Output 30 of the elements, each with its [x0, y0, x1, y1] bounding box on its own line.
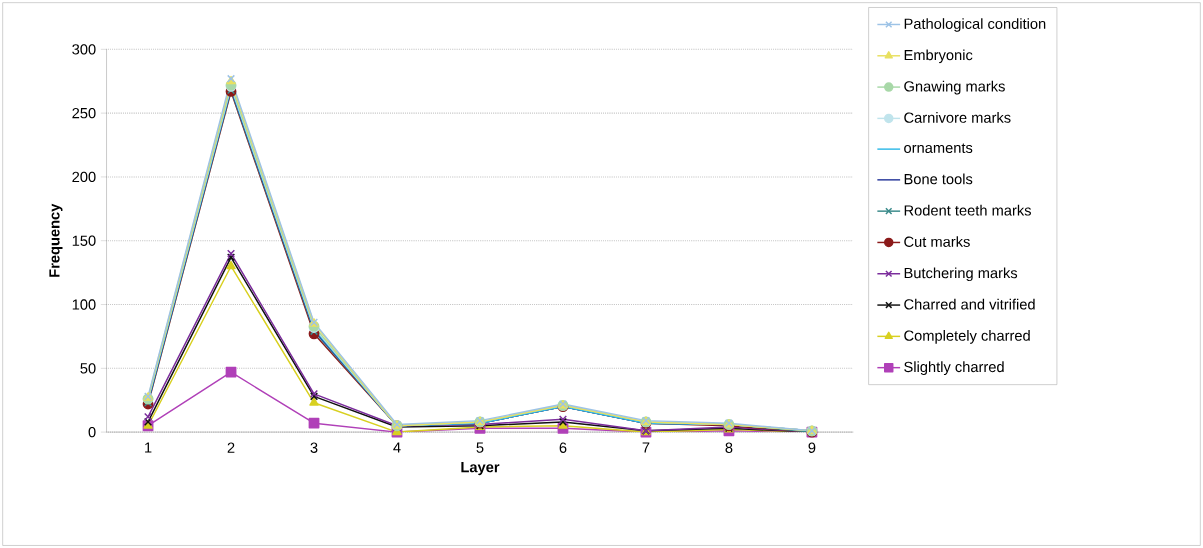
y-axis-title: Frequency: [49, 203, 63, 277]
legend-label: Bone tools: [904, 173, 973, 185]
legend-label: Gnawing marks: [904, 80, 1005, 95]
x-tick-label: 3: [310, 442, 318, 453]
x-tick-label: 7: [642, 442, 650, 453]
legend-label: Rodent teeth marks: [904, 204, 1031, 216]
legend-label: Charred and vitrified: [904, 298, 1035, 310]
y-tick-label: 250: [72, 107, 96, 119]
legend-label: ornaments: [904, 143, 973, 153]
legend-label: Completely charred: [904, 329, 1030, 344]
legend-label: Carnivore marks: [904, 112, 1011, 123]
x-axis-title: Layer: [461, 462, 500, 476]
x-tick-label: 6: [559, 442, 567, 453]
x-tick-label: 1: [145, 442, 152, 453]
legend-label: Embryonic: [904, 49, 973, 64]
x-tick-label: 8: [725, 442, 733, 453]
legend-label: Cut marks: [904, 236, 970, 247]
x-tick-label: 9: [808, 442, 816, 453]
x-tick-label: 2: [227, 442, 235, 453]
y-tick-label: 200: [72, 171, 96, 183]
legend-label: Slightly charred: [904, 361, 1004, 375]
legend-label: Butchering marks: [904, 267, 1018, 282]
x-tick-label: 4: [393, 442, 401, 453]
y-tick-label: 150: [72, 235, 96, 246]
legend-label: Pathological condition: [904, 18, 1046, 32]
y-tick-label: 0: [88, 426, 96, 438]
x-tick-label: 5: [476, 442, 484, 453]
y-tick-label: 300: [72, 44, 96, 55]
y-tick-label: 100: [72, 299, 96, 310]
y-tick-label: 50: [80, 363, 96, 374]
